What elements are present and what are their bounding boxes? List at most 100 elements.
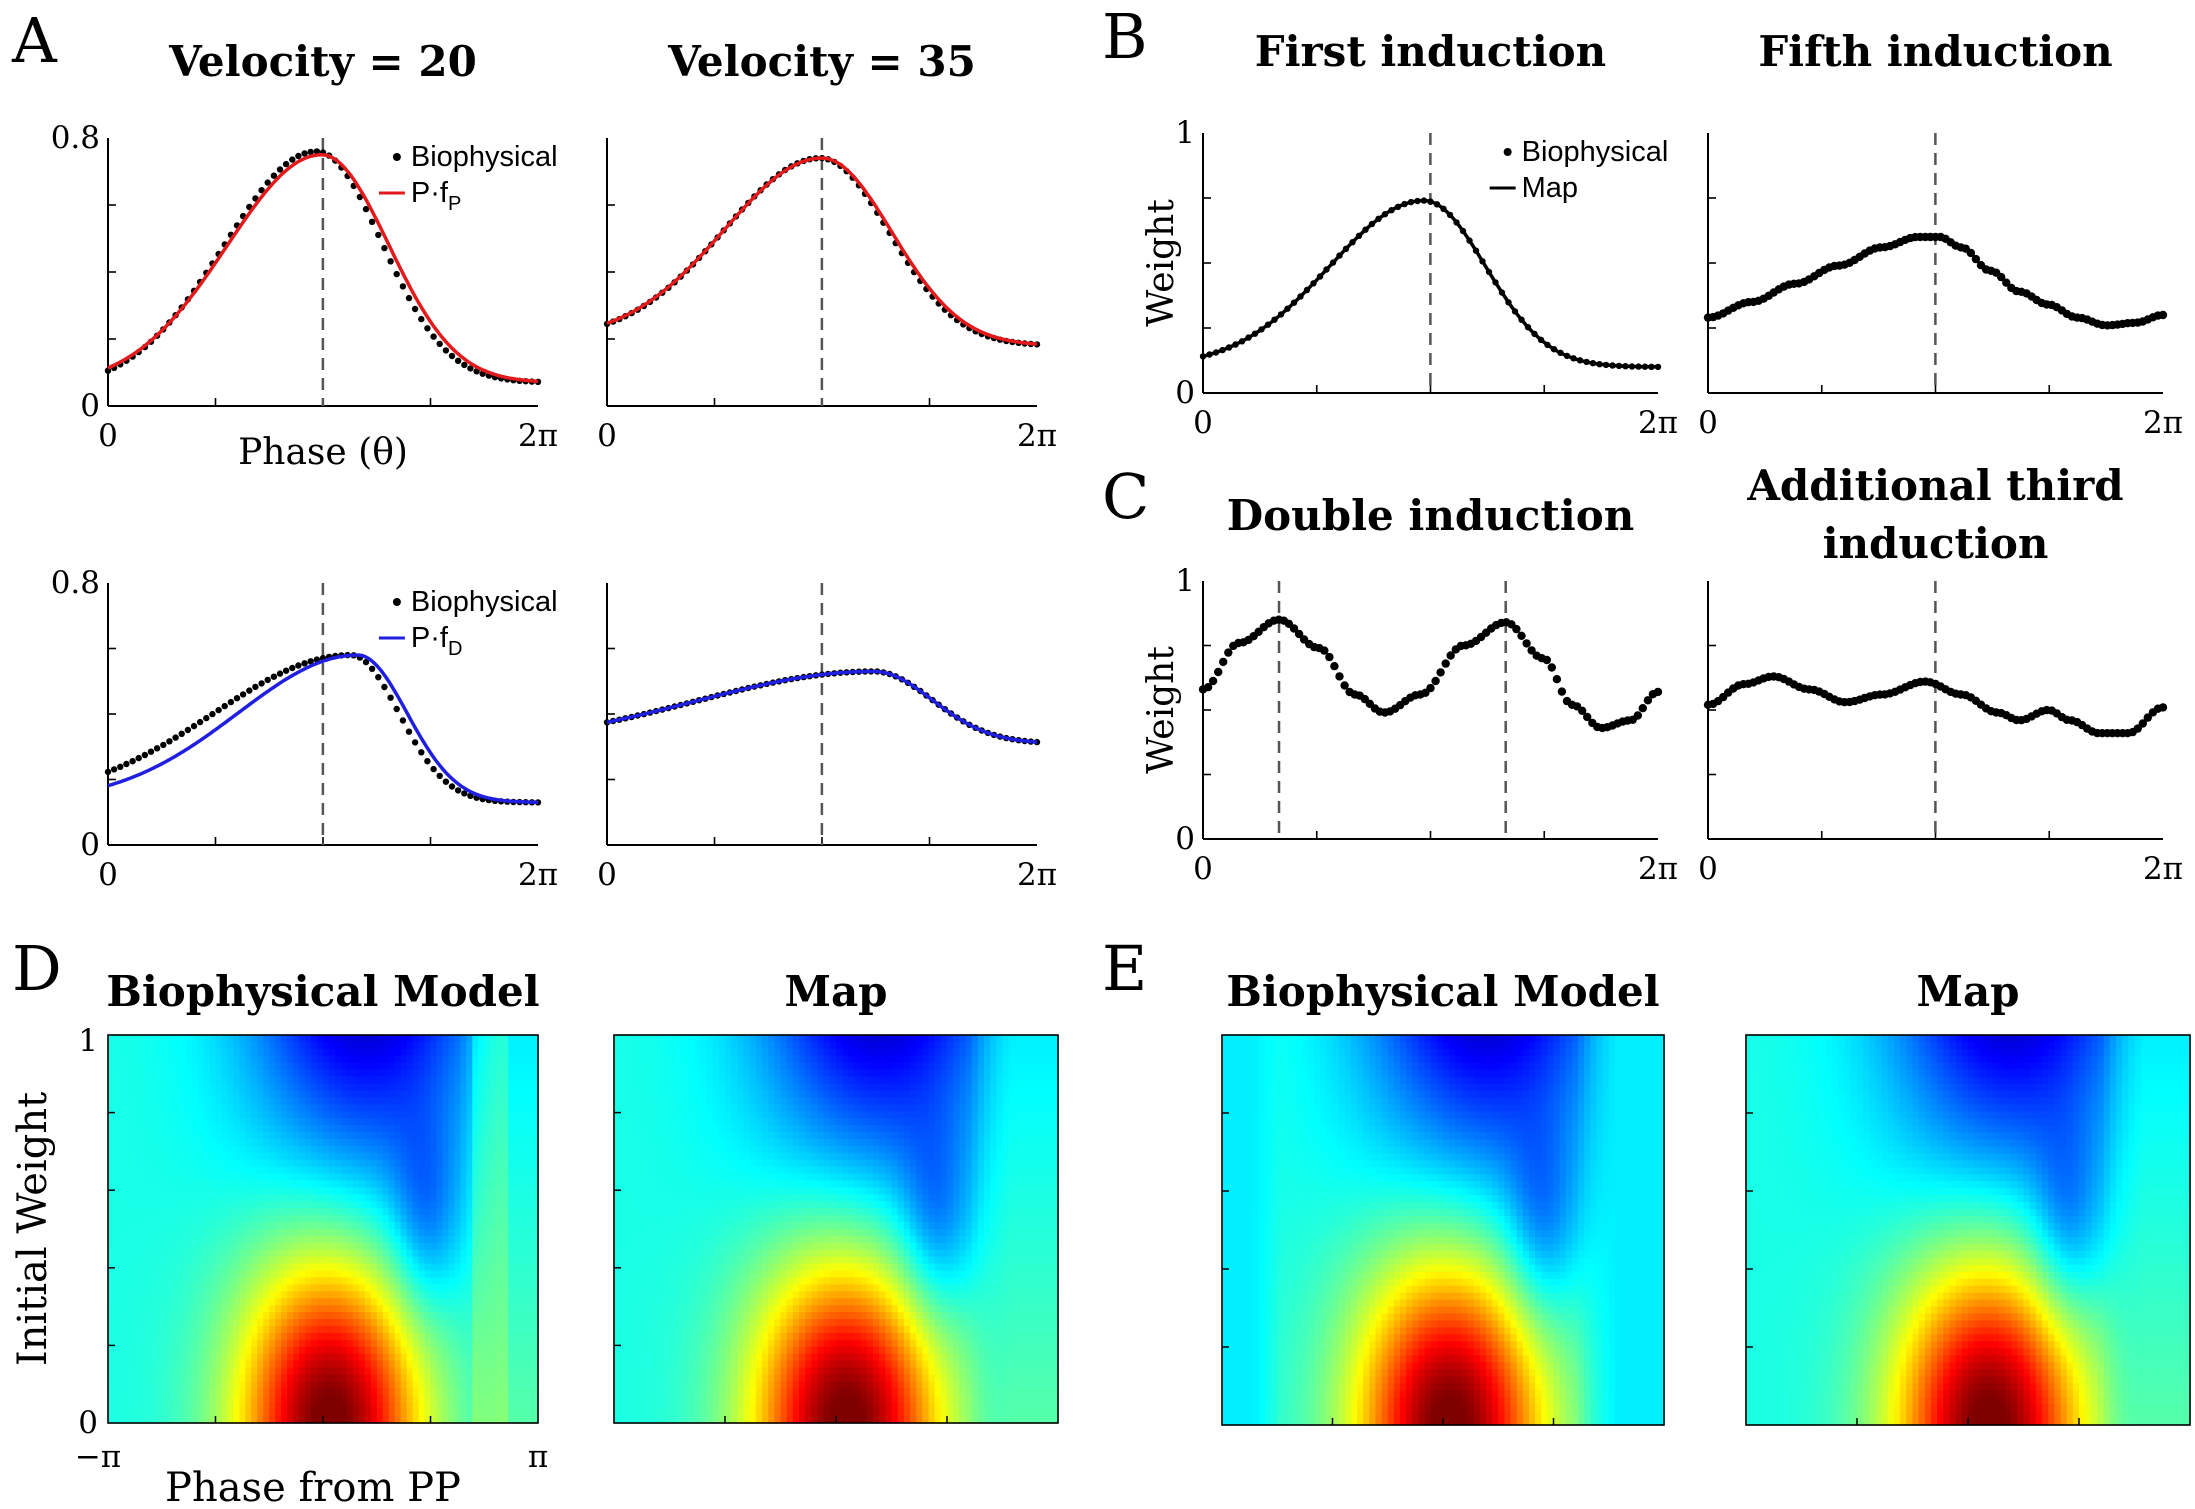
heatmap-cell [394, 1090, 402, 1098]
heatmap-cell [215, 1256, 223, 1265]
heatmap-cell [514, 1353, 521, 1362]
heatmap-cell [203, 1235, 211, 1244]
series-1 [606, 156, 1038, 346]
heatmap-cell [514, 1166, 521, 1175]
heatmap-cell [173, 1132, 181, 1140]
heatmap-cell [490, 1138, 497, 1147]
heatmap-cell [352, 1152, 360, 1161]
heatmap-cell [388, 1332, 396, 1341]
heatmap-cell [203, 1055, 211, 1064]
heatmap-cell [436, 1298, 444, 1306]
heatmap-cell [472, 1222, 479, 1230]
heatmap-cell [108, 1083, 115, 1092]
heatmap-cell [364, 1388, 372, 1396]
heatmap-cell [460, 1291, 467, 1299]
heatmap-cell [257, 1076, 264, 1085]
heatmap-cell [299, 1173, 306, 1182]
heatmap-cell [376, 1256, 384, 1265]
heatmap-cell [358, 1138, 366, 1147]
heatmap-cell [287, 1055, 294, 1064]
heatmap-cell [197, 1138, 205, 1147]
heatmap-cell [478, 1339, 485, 1348]
heatmap-cell [508, 1166, 515, 1175]
heatmap-cell [179, 1104, 187, 1112]
heatmap-cell [496, 1041, 503, 1050]
heatmap-cell [203, 1305, 211, 1313]
heatmap-cell [412, 1166, 420, 1175]
heatmap-cell [508, 1326, 515, 1334]
heatmap-cell [125, 1055, 133, 1064]
heatmap-cell [418, 1083, 426, 1092]
heatmap-cell [287, 1409, 294, 1417]
heatmap-cell [185, 1298, 193, 1306]
heatmap-cell [257, 1090, 264, 1098]
heatmap-cell [424, 1035, 432, 1043]
heatmap-cell [526, 1097, 533, 1105]
heatmap-cell [119, 1138, 127, 1147]
heatmap-cell [526, 1076, 533, 1085]
heatmap-cell [334, 1125, 342, 1133]
heatmap-cell [496, 1035, 503, 1043]
heatmap-cell [436, 1312, 444, 1320]
heatmap-cell [860, 1035, 868, 1043]
heatmap-cell [484, 1055, 491, 1064]
heatmap-cell [281, 1305, 288, 1313]
heatmap-cell [484, 1208, 491, 1216]
heatmap-cell [275, 1388, 282, 1396]
heatmap-cell [352, 1201, 360, 1209]
heatmap-cell [334, 1062, 342, 1071]
heatmap-cell [382, 1090, 390, 1098]
heatmap-cell [155, 1090, 163, 1098]
heatmap-cell [161, 1249, 169, 1258]
heatmap-cell [245, 1229, 252, 1237]
heatmap-cell [466, 1180, 473, 1189]
heatmap-cell [346, 1409, 354, 1417]
heatmap-cell [281, 1118, 288, 1126]
heatmap-cell [418, 1353, 426, 1362]
heatmap-cell [364, 1145, 372, 1154]
heatmap-cell [263, 1035, 270, 1043]
heatmap-cell [376, 1111, 384, 1119]
heatmap-cell [239, 1416, 246, 1424]
heatmap-cell [412, 1180, 420, 1189]
heatmap-cell [346, 1402, 354, 1410]
heatmap-cell [418, 1138, 426, 1147]
heatmap-cell [113, 1291, 121, 1299]
heatmap-cell [514, 1125, 521, 1133]
heatmap-cell [364, 1222, 372, 1230]
heatmap-cell [221, 1319, 229, 1327]
heatmap-cell [532, 1125, 539, 1133]
heatmap-cell [305, 1395, 312, 1403]
heatmap-cell [197, 1326, 205, 1334]
heatmap-cell [532, 1194, 539, 1202]
heatmap-cell [418, 1118, 426, 1126]
heatmap-cell [137, 1041, 145, 1050]
heatmap-cell [532, 1145, 539, 1154]
heatmap-cell [281, 1069, 288, 1078]
heatmap-cell [221, 1215, 229, 1223]
heatmap-cell [442, 1097, 450, 1105]
heatmap-cell [197, 1298, 205, 1306]
heatmap-cell [113, 1319, 121, 1327]
heatmap-cell [161, 1097, 169, 1105]
data-point [381, 244, 388, 252]
heatmap-cell [317, 1104, 324, 1112]
heatmap-cell [430, 1277, 438, 1286]
heatmap-cell [466, 1360, 473, 1369]
heatmap-cell [352, 1374, 360, 1383]
heatmap-cell [221, 1298, 229, 1306]
heatmap-cell [299, 1048, 306, 1057]
heatmap-cell [245, 1395, 252, 1403]
heatmap-cell [143, 1235, 151, 1244]
heatmap-cell [269, 1256, 276, 1265]
heatmap-cell [251, 1104, 258, 1112]
heatmap-cell [173, 1256, 181, 1265]
heatmap-cell [328, 1388, 336, 1396]
data-point [430, 333, 437, 340]
heatmap-cell [490, 1367, 497, 1376]
heatmap-cell [376, 1374, 384, 1383]
heatmap-cell [418, 1277, 426, 1286]
data-point [436, 772, 443, 780]
heatmap-cell [496, 1249, 503, 1258]
